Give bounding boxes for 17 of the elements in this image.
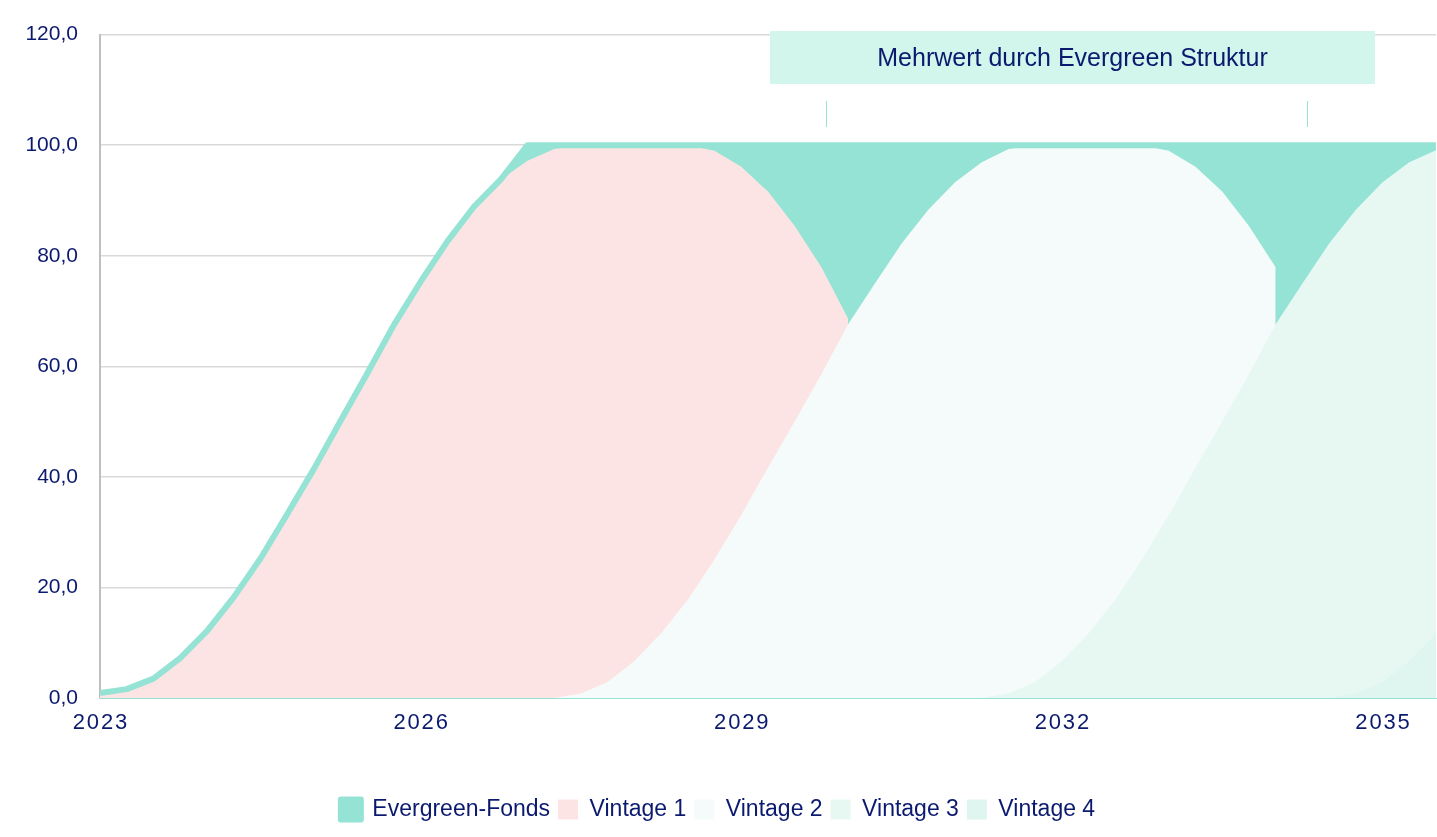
x-tick-label: 2 0 2 6	[393, 709, 448, 735]
legend-label: Vintage 1	[589, 794, 687, 821]
legend-label: Vintage 3	[862, 794, 959, 821]
legend-label: Vintage 4	[998, 794, 1096, 821]
y-tick-label: 120,0	[25, 21, 78, 45]
y-tick-label: 100,0	[25, 131, 78, 155]
legend-label: Vintage 2	[725, 794, 823, 821]
x-tick-label: 2 0 3 5	[1355, 709, 1410, 735]
x-tick-label: 2 0 2 9	[714, 709, 769, 735]
y-tick-label: 80,0	[37, 242, 78, 266]
x-tick-label: 2 0 2 3	[72, 709, 128, 735]
y-tick-label: 20,0	[37, 574, 78, 598]
x-tick-label: 2 0 3 2	[1034, 709, 1090, 735]
legend-label: Evergreen-Fonds	[372, 794, 551, 821]
y-tick-label: 40,0	[37, 463, 78, 487]
y-tick-label: 0,0	[48, 684, 78, 708]
y-tick-label: 60,0	[37, 353, 78, 377]
